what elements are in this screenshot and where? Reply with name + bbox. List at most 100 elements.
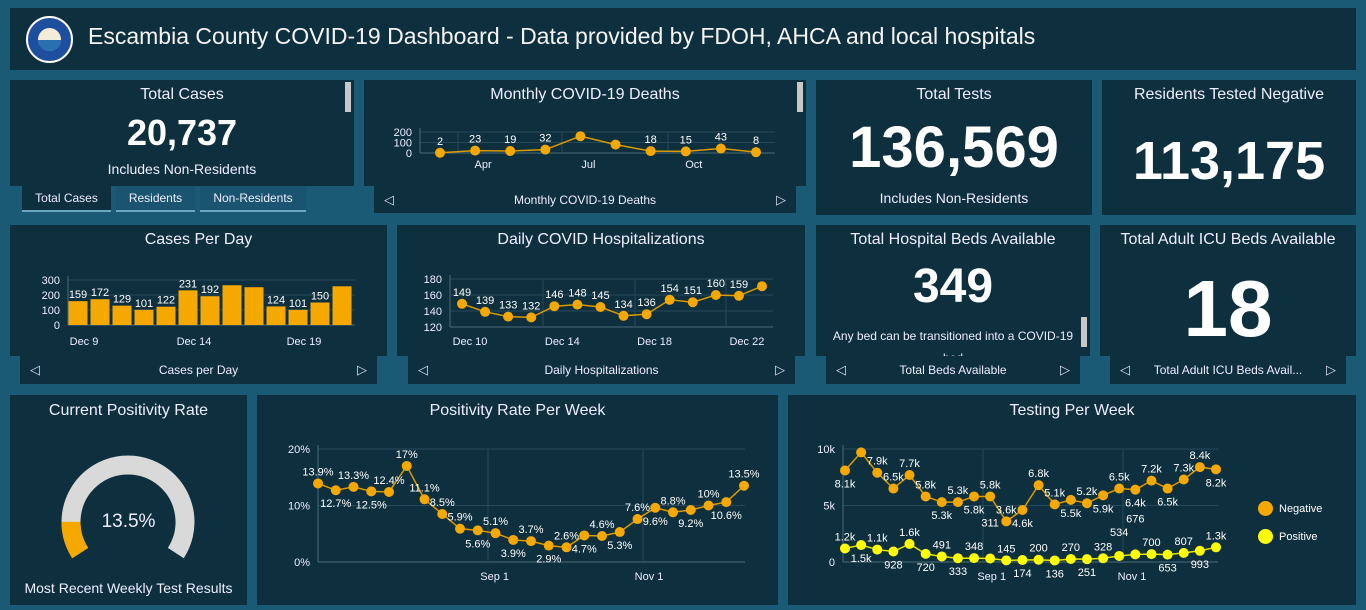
data-label: 32 <box>539 133 551 145</box>
data-label: 18 <box>645 134 657 146</box>
data-point <box>614 527 625 538</box>
y-tick-label: 0 <box>829 557 835 569</box>
data-label: 1.6k <box>899 527 920 539</box>
panel-title: Daily COVID Hospitalizations <box>497 231 705 248</box>
data-point <box>920 548 931 559</box>
data-label: 6.4k <box>1125 498 1146 510</box>
data-label: 251 <box>1078 567 1096 579</box>
data-label: 7.9k <box>867 456 888 468</box>
cases-per-day-nav: ◁ Cases per Day ▷ <box>20 356 377 384</box>
data-label: 1.5k <box>851 553 872 565</box>
data-label: 700 <box>1142 537 1160 549</box>
data-label: 129 <box>113 294 131 306</box>
data-label: 146 <box>545 289 563 301</box>
data-point <box>668 507 678 518</box>
data-point <box>348 481 359 492</box>
data-point <box>645 146 656 157</box>
data-point <box>985 553 996 564</box>
data-point <box>757 281 767 292</box>
tab-total-cases[interactable]: Total Cases <box>22 186 111 212</box>
data-point <box>1017 505 1028 516</box>
prev-arrow-icon[interactable]: ◁ <box>384 191 394 207</box>
bar <box>90 299 110 325</box>
data-point <box>888 546 899 557</box>
x-tick-label: Apr <box>475 159 492 171</box>
data-label: 4.7% <box>572 543 597 555</box>
gauge-value: 13.5% <box>101 511 156 532</box>
y-tick-label: 160 <box>424 290 442 302</box>
cases-per-day-panel: Cases Per Day <box>10 225 387 356</box>
data-label: 1.1k <box>867 533 888 545</box>
y-tick-label: 0% <box>294 557 310 569</box>
scrollbar[interactable] <box>345 82 351 112</box>
positivity-week-panel: Positivity Rate Per Week <box>257 395 778 605</box>
data-point <box>1065 553 1076 564</box>
y-tick-label: 10k <box>817 444 835 456</box>
data-point <box>1146 475 1157 486</box>
data-label: 7.6% <box>625 502 650 514</box>
data-label: 13.3% <box>338 470 369 482</box>
total-tests-note: Includes Non-Residents <box>879 190 1029 206</box>
data-point <box>526 536 536 547</box>
data-label: 154 <box>661 283 679 295</box>
bar <box>156 306 176 325</box>
y-tick-label: 100 <box>394 138 412 150</box>
data-point <box>505 146 516 157</box>
panel-title: Testing Per Week <box>1009 402 1135 419</box>
data-label: 151 <box>684 285 702 297</box>
prev-arrow-icon[interactable]: ◁ <box>1120 362 1130 377</box>
prev-arrow-icon[interactable]: ◁ <box>30 362 40 377</box>
data-label: 23 <box>469 134 481 146</box>
data-label: 2.6% <box>554 530 579 542</box>
data-label: 5.9k <box>1093 503 1114 515</box>
data-point <box>472 525 483 536</box>
next-arrow-icon[interactable]: ▷ <box>1060 362 1070 377</box>
scrollbar[interactable] <box>1081 317 1087 347</box>
data-point <box>597 531 607 542</box>
monthly-deaths-nav: ◁ Monthly COVID-19 Deaths ▷ <box>374 186 796 213</box>
legend-positive[interactable]: Positive <box>1258 529 1318 544</box>
tab-non-residents[interactable]: Non-Residents <box>200 186 306 212</box>
positivity-gauge-panel: Current Positivity Rate 13.5% Most Recen… <box>10 395 247 605</box>
tab-residents[interactable]: Residents <box>116 186 195 212</box>
data-point <box>526 312 537 323</box>
data-point <box>508 534 519 545</box>
data-point <box>457 298 467 309</box>
data-point <box>419 494 430 505</box>
data-label: 200 <box>1029 543 1047 555</box>
next-arrow-icon[interactable]: ▷ <box>776 191 786 207</box>
data-label: 17% <box>396 449 418 461</box>
next-arrow-icon[interactable]: ▷ <box>357 362 367 377</box>
data-label: 8 <box>753 135 759 147</box>
data-label: 2 <box>437 136 443 148</box>
x-tick-label: Dec 14 <box>545 336 580 348</box>
data-point <box>1033 554 1044 565</box>
data-point <box>1178 474 1189 485</box>
x-tick-label: Jul <box>581 159 595 171</box>
data-label: 534 <box>1110 527 1128 539</box>
data-point <box>856 447 867 458</box>
panel-title: Total Tests <box>916 86 992 103</box>
nav-label: Cases per Day <box>158 363 239 377</box>
data-point <box>455 523 465 534</box>
data-point <box>1194 462 1205 473</box>
prev-arrow-icon[interactable]: ◁ <box>418 362 428 377</box>
data-label: 270 <box>1062 542 1080 554</box>
data-label: 5.8k <box>980 479 1001 491</box>
scrollbar[interactable] <box>797 82 803 112</box>
data-point <box>685 505 696 516</box>
data-point <box>1098 553 1109 564</box>
prev-arrow-icon[interactable]: ◁ <box>836 362 846 377</box>
panel-title: Total Cases <box>140 86 224 103</box>
next-arrow-icon[interactable]: ▷ <box>774 362 785 377</box>
next-arrow-icon[interactable]: ▷ <box>1326 362 1336 377</box>
data-point <box>1130 484 1141 495</box>
x-tick-label: Oct <box>685 159 702 171</box>
x-tick-label: Sep 1 <box>480 571 509 583</box>
data-label: 19 <box>504 134 516 146</box>
data-point <box>969 553 980 564</box>
data-point <box>1081 554 1092 565</box>
county-logo <box>26 16 73 63</box>
legend-negative[interactable]: Negative <box>1258 501 1322 516</box>
